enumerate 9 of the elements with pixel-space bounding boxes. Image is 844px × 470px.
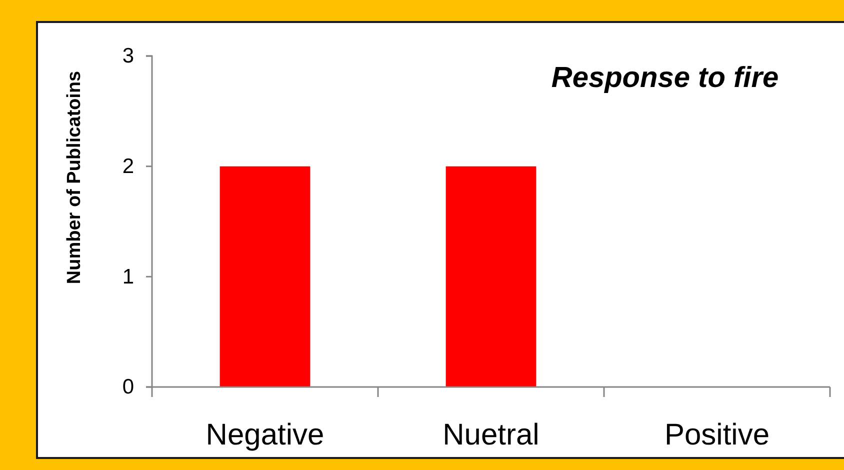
x-tick-label: Nuetral [442,418,540,452]
y-tick-label: 1 [122,265,134,288]
y-tick-label: 2 [122,155,134,178]
y-tick-label: 0 [122,376,134,399]
y-tick-label: 3 [122,44,134,68]
y-axis-title: Number of Publicatoins [64,70,85,284]
x-tick-label: Negative [206,418,324,452]
x-tick-label: Positive [664,418,770,452]
chart-title: Response to fire [551,62,779,94]
